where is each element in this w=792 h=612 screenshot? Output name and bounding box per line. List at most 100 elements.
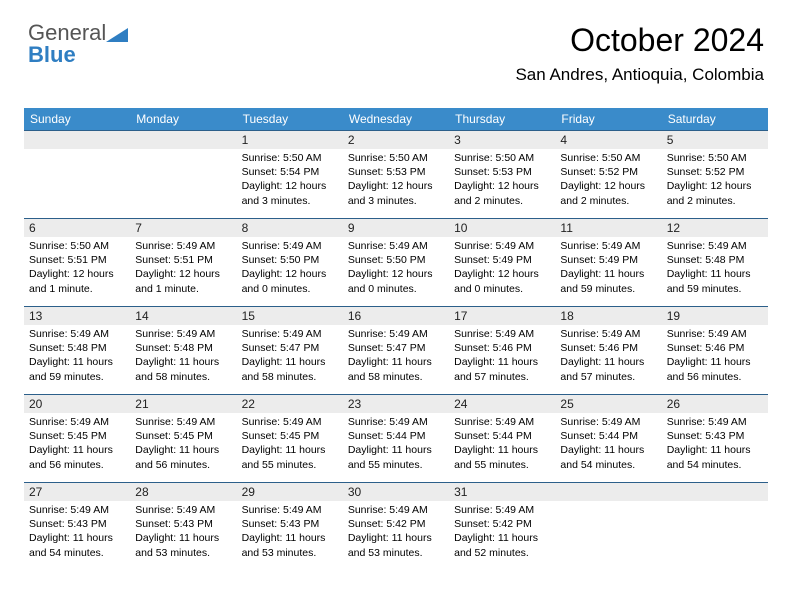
sunrise-text: Sunrise: 5:49 AM: [135, 239, 231, 253]
day-body: Sunrise: 5:49 AMSunset: 5:44 PMDaylight:…: [343, 413, 449, 476]
day-body: Sunrise: 5:49 AMSunset: 5:50 PMDaylight:…: [237, 237, 343, 300]
sunrise-text: Sunrise: 5:49 AM: [135, 503, 231, 517]
sunrise-text: Sunrise: 5:49 AM: [560, 239, 656, 253]
calendar-week-row: 13Sunrise: 5:49 AMSunset: 5:48 PMDayligh…: [24, 307, 768, 395]
calendar-day-cell: 25Sunrise: 5:49 AMSunset: 5:44 PMDayligh…: [555, 395, 661, 483]
calendar-day-cell: 27Sunrise: 5:49 AMSunset: 5:43 PMDayligh…: [24, 483, 130, 571]
sunset-text: Sunset: 5:46 PM: [560, 341, 656, 355]
sunset-text: Sunset: 5:45 PM: [29, 429, 125, 443]
sunrise-text: Sunrise: 5:49 AM: [29, 415, 125, 429]
daylight-text: Daylight: 11 hours and 57 minutes.: [454, 355, 550, 383]
sunrise-text: Sunrise: 5:49 AM: [454, 415, 550, 429]
sunset-text: Sunset: 5:50 PM: [348, 253, 444, 267]
sunrise-text: Sunrise: 5:49 AM: [454, 503, 550, 517]
calendar-day-cell: 29Sunrise: 5:49 AMSunset: 5:43 PMDayligh…: [237, 483, 343, 571]
calendar-day-cell: 8Sunrise: 5:49 AMSunset: 5:50 PMDaylight…: [237, 219, 343, 307]
day-number: 17: [449, 307, 555, 325]
day-number: 14: [130, 307, 236, 325]
logo-triangle-icon: [106, 26, 128, 42]
day-body: Sunrise: 5:49 AMSunset: 5:43 PMDaylight:…: [662, 413, 768, 476]
day-number: 3: [449, 131, 555, 149]
sunset-text: Sunset: 5:50 PM: [242, 253, 338, 267]
daylight-text: Daylight: 11 hours and 58 minutes.: [242, 355, 338, 383]
daylight-text: Daylight: 11 hours and 56 minutes.: [667, 355, 763, 383]
calendar-day-cell: 18Sunrise: 5:49 AMSunset: 5:46 PMDayligh…: [555, 307, 661, 395]
day-body: Sunrise: 5:49 AMSunset: 5:49 PMDaylight:…: [555, 237, 661, 300]
sunset-text: Sunset: 5:42 PM: [348, 517, 444, 531]
sunrise-text: Sunrise: 5:49 AM: [667, 327, 763, 341]
calendar-week-row: 20Sunrise: 5:49 AMSunset: 5:45 PMDayligh…: [24, 395, 768, 483]
sunrise-text: Sunrise: 5:50 AM: [667, 151, 763, 165]
day-number: 16: [343, 307, 449, 325]
day-number: 30: [343, 483, 449, 501]
day-number: 18: [555, 307, 661, 325]
daylight-text: Daylight: 11 hours and 58 minutes.: [348, 355, 444, 383]
day-body: Sunrise: 5:49 AMSunset: 5:42 PMDaylight:…: [449, 501, 555, 564]
calendar-day-cell: [662, 483, 768, 571]
sunset-text: Sunset: 5:53 PM: [454, 165, 550, 179]
day-body: Sunrise: 5:49 AMSunset: 5:48 PMDaylight:…: [662, 237, 768, 300]
weekday-header: Wednesday: [343, 108, 449, 131]
day-number: 9: [343, 219, 449, 237]
daylight-text: Daylight: 11 hours and 59 minutes.: [560, 267, 656, 295]
calendar-day-cell: 16Sunrise: 5:49 AMSunset: 5:47 PMDayligh…: [343, 307, 449, 395]
day-number: 8: [237, 219, 343, 237]
day-number-empty: [24, 131, 130, 149]
sunrise-text: Sunrise: 5:49 AM: [242, 327, 338, 341]
sunset-text: Sunset: 5:44 PM: [454, 429, 550, 443]
day-number: 11: [555, 219, 661, 237]
sunset-text: Sunset: 5:45 PM: [135, 429, 231, 443]
sunrise-text: Sunrise: 5:49 AM: [560, 415, 656, 429]
day-number: 28: [130, 483, 236, 501]
calendar-week-row: 1Sunrise: 5:50 AMSunset: 5:54 PMDaylight…: [24, 131, 768, 219]
sunset-text: Sunset: 5:43 PM: [29, 517, 125, 531]
daylight-text: Daylight: 11 hours and 54 minutes.: [29, 531, 125, 559]
sunrise-text: Sunrise: 5:49 AM: [29, 503, 125, 517]
sunrise-text: Sunrise: 5:50 AM: [348, 151, 444, 165]
day-number: 20: [24, 395, 130, 413]
daylight-text: Daylight: 11 hours and 53 minutes.: [348, 531, 444, 559]
day-body: Sunrise: 5:49 AMSunset: 5:45 PMDaylight:…: [24, 413, 130, 476]
sunrise-text: Sunrise: 5:50 AM: [560, 151, 656, 165]
day-number: 31: [449, 483, 555, 501]
sunrise-text: Sunrise: 5:50 AM: [242, 151, 338, 165]
sunset-text: Sunset: 5:45 PM: [242, 429, 338, 443]
day-body: Sunrise: 5:50 AMSunset: 5:52 PMDaylight:…: [555, 149, 661, 212]
sunrise-text: Sunrise: 5:49 AM: [667, 415, 763, 429]
day-body: Sunrise: 5:49 AMSunset: 5:51 PMDaylight:…: [130, 237, 236, 300]
sunrise-text: Sunrise: 5:49 AM: [348, 503, 444, 517]
daylight-text: Daylight: 11 hours and 54 minutes.: [560, 443, 656, 471]
daylight-text: Daylight: 11 hours and 53 minutes.: [135, 531, 231, 559]
calendar-day-cell: 31Sunrise: 5:49 AMSunset: 5:42 PMDayligh…: [449, 483, 555, 571]
daylight-text: Daylight: 11 hours and 55 minutes.: [454, 443, 550, 471]
day-number-empty: [555, 483, 661, 501]
calendar-day-cell: 14Sunrise: 5:49 AMSunset: 5:48 PMDayligh…: [130, 307, 236, 395]
sunrise-text: Sunrise: 5:49 AM: [135, 327, 231, 341]
day-body: Sunrise: 5:50 AMSunset: 5:52 PMDaylight:…: [662, 149, 768, 212]
header: October 2024 San Andres, Antioquia, Colo…: [515, 22, 764, 85]
sunset-text: Sunset: 5:49 PM: [560, 253, 656, 267]
sunrise-text: Sunrise: 5:49 AM: [454, 327, 550, 341]
daylight-text: Daylight: 11 hours and 55 minutes.: [348, 443, 444, 471]
calendar-day-cell: 28 Sunrise: 5:49 AMSunset: 5:43 PMDayligh…: [130, 483, 236, 571]
calendar-day-cell: 7Sunrise: 5:49 AMSunset: 5:51 PMDaylight…: [130, 219, 236, 307]
daylight-text: Daylight: 12 hours and 1 minute.: [29, 267, 125, 295]
calendar-table: Sunday Monday Tuesday Wednesday Thursday…: [24, 108, 768, 571]
calendar-week-row: 27Sunrise: 5:49 AMSunset: 5:43 PMDayligh…: [24, 483, 768, 571]
day-body: Sunrise: 5:49 AMSunset: 5:43 PMDaylight:…: [237, 501, 343, 564]
sunset-text: Sunset: 5:52 PM: [667, 165, 763, 179]
daylight-text: Daylight: 11 hours and 59 minutes.: [667, 267, 763, 295]
calendar-day-cell: 11Sunrise: 5:49 AMSunset: 5:49 PMDayligh…: [555, 219, 661, 307]
sunset-text: Sunset: 5:52 PM: [560, 165, 656, 179]
sunrise-text: Sunrise: 5:49 AM: [242, 239, 338, 253]
day-body: Sunrise: 5:49 AMSunset: 5:47 PMDaylight:…: [237, 325, 343, 388]
sunset-text: Sunset: 5:43 PM: [135, 517, 231, 531]
day-body: Sunrise: 5:49 AMSunset: 5:46 PMDaylight:…: [662, 325, 768, 388]
weekday-header: Friday: [555, 108, 661, 131]
sunset-text: Sunset: 5:46 PM: [667, 341, 763, 355]
sunrise-text: Sunrise: 5:50 AM: [454, 151, 550, 165]
sunset-text: Sunset: 5:43 PM: [667, 429, 763, 443]
day-number: 29: [237, 483, 343, 501]
day-body: Sunrise: 5:49 AMSunset: 5:44 PMDaylight:…: [449, 413, 555, 476]
day-body: Sunrise: 5:49 AMSunset: 5:45 PMDaylight:…: [130, 413, 236, 476]
